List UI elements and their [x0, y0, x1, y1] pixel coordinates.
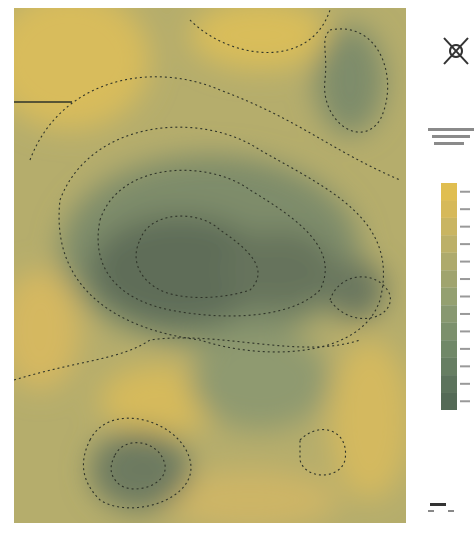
legend-tick — [460, 400, 470, 403]
legend-swatch — [441, 183, 457, 201]
legend-tick — [460, 312, 470, 315]
contour-map — [14, 8, 406, 523]
legend-tick — [460, 278, 470, 281]
legend-tick — [460, 330, 470, 333]
legend-swatch — [441, 357, 457, 376]
legend-tick — [460, 382, 470, 385]
legend-text-block — [428, 128, 474, 145]
legend-tick — [460, 243, 470, 246]
legend-swatch — [441, 217, 457, 236]
legend-tick — [460, 208, 470, 211]
north-arrow — [443, 37, 469, 65]
legend-swatch — [441, 322, 457, 341]
legend-tick — [460, 347, 470, 350]
legend-swatch — [441, 287, 457, 306]
legend-tick — [460, 295, 470, 298]
legend-tick — [460, 365, 470, 368]
legend-swatch — [441, 252, 457, 271]
legend-swatch — [441, 340, 457, 358]
legend-swatch — [441, 270, 457, 288]
scale-bar — [428, 503, 454, 512]
legend-swatch — [441, 305, 457, 323]
legend — [441, 183, 470, 410]
legend-swatch — [441, 375, 457, 393]
legend-swatch — [441, 200, 457, 218]
legend-swatch — [441, 392, 457, 410]
legend-tick — [460, 225, 470, 228]
legend-tick — [460, 190, 470, 193]
legend-tick — [460, 260, 470, 263]
legend-swatch — [441, 235, 457, 253]
